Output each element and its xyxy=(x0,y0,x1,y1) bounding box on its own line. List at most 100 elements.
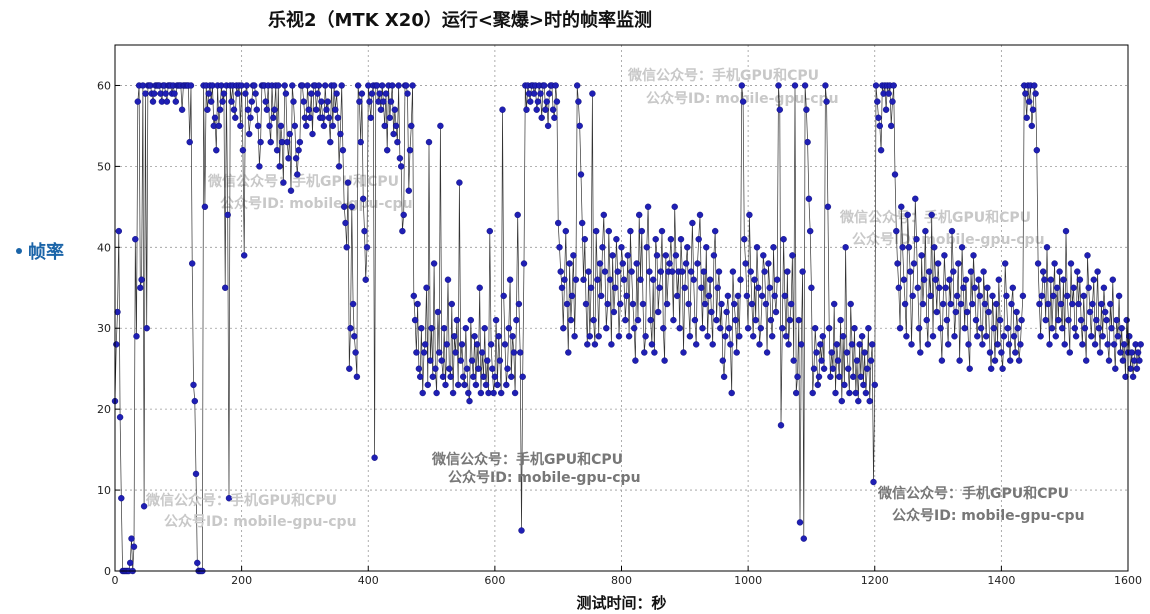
data-point xyxy=(676,325,683,332)
watermark-line2: 公众号ID: mobile-gpu-cpu xyxy=(164,513,357,530)
data-point xyxy=(306,114,314,122)
data-point xyxy=(845,365,852,372)
data-point xyxy=(793,389,800,397)
data-point xyxy=(689,219,696,227)
data-point xyxy=(392,122,400,130)
data-point xyxy=(282,90,290,97)
data-point xyxy=(736,333,743,340)
data-point xyxy=(779,325,786,332)
data-point xyxy=(430,260,438,267)
data-point xyxy=(1047,276,1055,283)
data-point xyxy=(417,373,424,380)
data-point xyxy=(1134,349,1142,356)
data-point xyxy=(1080,292,1087,300)
data-point xyxy=(270,114,277,122)
data-point xyxy=(831,300,838,308)
data-point xyxy=(263,106,271,113)
data-point xyxy=(681,284,688,291)
data-point xyxy=(495,333,502,340)
data-point xyxy=(404,90,411,97)
data-point xyxy=(705,292,713,300)
data-point xyxy=(960,284,967,291)
data-point xyxy=(367,114,374,122)
watermark-line1: 微信公众号：手机GPU和CPU xyxy=(877,485,1069,502)
data-point xyxy=(955,260,962,267)
data-point xyxy=(116,414,124,421)
data-point xyxy=(824,203,832,211)
data-point xyxy=(438,357,445,364)
data-point xyxy=(294,171,301,178)
data-point xyxy=(714,284,721,291)
data-point xyxy=(187,82,195,89)
data-point xyxy=(425,138,433,146)
data-point xyxy=(443,341,450,348)
data-point xyxy=(429,373,436,380)
chart-title: 乐视2（MTK X20）运行<聚爆>时的帧率监测 xyxy=(267,10,653,31)
data-point xyxy=(320,122,328,130)
data-point xyxy=(1003,292,1010,300)
data-point xyxy=(191,397,199,405)
data-point xyxy=(936,284,943,291)
data-point xyxy=(680,349,687,356)
data-point xyxy=(677,235,685,243)
watermark-line1: 微信公众号：手机GPU和CPU xyxy=(627,67,819,84)
data-point xyxy=(725,325,733,332)
data-point xyxy=(351,333,358,340)
data-point xyxy=(1042,316,1049,324)
data-point xyxy=(890,82,897,89)
data-point xyxy=(423,284,430,291)
data-point xyxy=(847,300,854,308)
data-point xyxy=(814,381,821,389)
data-point xyxy=(969,300,976,308)
data-point xyxy=(318,98,325,105)
data-point xyxy=(500,292,507,300)
data-point xyxy=(262,98,269,105)
watermark-layer: 微信公众号：手机GPU和CPU 公众号ID: mobile-gpu-cpu 微信… xyxy=(207,67,1045,248)
data-point xyxy=(903,333,910,340)
data-point xyxy=(1022,90,1029,97)
data-point xyxy=(492,316,500,324)
data-point xyxy=(337,130,344,138)
data-point xyxy=(909,292,916,300)
data-point xyxy=(946,276,953,283)
data-point xyxy=(808,284,815,291)
data-point xyxy=(411,316,419,324)
data-point xyxy=(939,300,947,308)
data-point xyxy=(741,235,748,243)
data-point xyxy=(622,316,629,324)
data-point xyxy=(690,276,697,283)
data-point xyxy=(867,357,875,364)
data-point xyxy=(448,300,455,308)
data-point xyxy=(419,389,426,397)
watermark-line2: 公众号ID: mobile-gpu-cpu xyxy=(448,469,641,486)
data-point xyxy=(644,203,652,211)
watermark-line1: 微信公众号：手机GPU和CPU xyxy=(431,451,623,468)
y-tick-label: 20 xyxy=(97,403,111,416)
data-point xyxy=(899,244,906,251)
data-point xyxy=(956,357,963,364)
data-point xyxy=(772,308,780,316)
data-point xyxy=(1055,316,1062,324)
data-point xyxy=(523,106,530,113)
data-point xyxy=(1060,276,1067,283)
data-point xyxy=(780,235,787,243)
axis-ticks: 0 200 400 600 800 1000 1200 1400 1600 0 10 20 30 40 50… xyxy=(97,79,1142,587)
data-point xyxy=(371,454,378,461)
legend-marker-icon xyxy=(16,248,22,254)
data-point xyxy=(901,300,909,308)
data-point xyxy=(285,155,292,162)
data-point xyxy=(834,357,842,364)
x-tick-label: 0 xyxy=(112,574,119,587)
data-point xyxy=(934,260,942,267)
data-point xyxy=(586,333,593,340)
data-point xyxy=(1107,300,1114,308)
data-point xyxy=(1105,357,1113,364)
data-point xyxy=(541,82,548,89)
data-point xyxy=(682,260,690,267)
data-point xyxy=(813,349,820,356)
data-point xyxy=(380,98,387,105)
data-point xyxy=(687,268,695,275)
data-point xyxy=(413,349,420,356)
data-point xyxy=(600,211,607,219)
data-point xyxy=(1010,333,1018,340)
